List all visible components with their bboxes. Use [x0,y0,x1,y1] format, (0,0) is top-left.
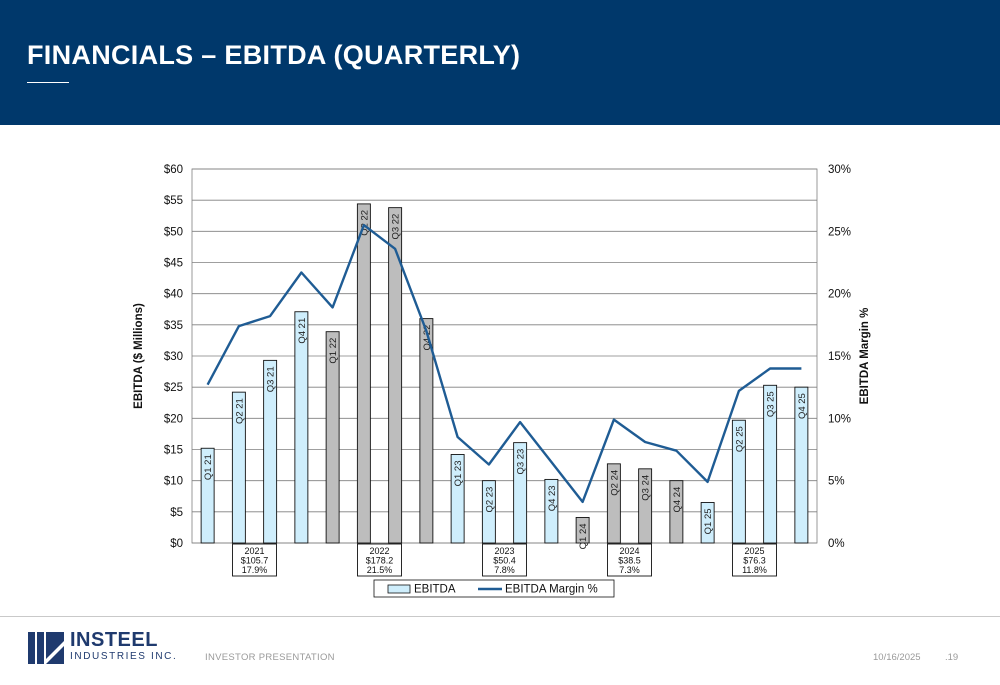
year-summary-text: 21.5% [367,565,393,575]
year-summary-text: $178.2 [366,556,394,566]
bar-category-label: Q1 25 [703,508,714,534]
bar-category-label: Q2 22 [359,210,370,236]
logo-subtitle: INDUSTRIES INC. [70,651,178,662]
footer-label: INVESTOR PRESENTATION [205,652,335,663]
y2-tick-label: 0% [828,538,845,550]
bar-category-label: Q3 22 [391,214,402,240]
bar-category-label: Q4 25 [797,393,808,419]
bar-category-label: Q2 25 [734,426,745,452]
year-summary-text: $38.5 [618,556,641,566]
y-tick-label: $60 [164,164,183,176]
y-tick-label: $40 [164,289,183,301]
y2-axis-title: EBITDA Margin % [859,308,871,405]
y-tick-label: $20 [164,413,183,425]
y-tick-label: $15 [164,445,183,457]
y-tick-label: $25 [164,382,183,394]
bar-category-label: Q1 24 [578,523,589,549]
y-tick-label: $10 [164,476,183,488]
year-summary-text: $76.3 [743,556,766,566]
ebitda-bar [544,478,559,544]
year-summary-text: 7.8% [494,565,515,575]
y-tick-label: $50 [164,226,183,238]
ebitda-bar [763,384,778,544]
bar-category-label: Q3 23 [516,449,527,475]
footer-divider [0,616,1000,617]
plot-frame [191,168,818,544]
y-tick-label: $5 [170,507,183,519]
year-summary-text: 2022 [369,546,389,556]
ebitda-bar [294,311,309,544]
y2-tick-label: 10% [828,413,851,425]
footer-date: 10/16/2025 [873,652,921,663]
y2-tick-label: 25% [828,226,851,238]
bar-category-label: Q2 23 [484,487,495,513]
year-summary-text: 2024 [619,546,639,556]
header-banner: FINANCIALS – EBITDA (QUARTERLY) [0,0,1000,125]
ebitda-bar [356,203,371,544]
year-summary-box [732,543,777,577]
y2-tick-label: 20% [828,289,851,301]
y-tick-label: $0 [170,538,183,550]
page-title: FINANCIALS – EBITDA (QUARTERLY) [27,40,521,70]
year-summary-text: 2021 [244,546,264,556]
ebitda-bar [450,454,465,544]
ebitda-bar [638,468,653,544]
year-summary-text: 2023 [494,546,514,556]
year-summary-text: 2025 [744,546,764,556]
ebitda-chart: $0 $5 $10 $15 $20 $25 $30 $35 $40 $45 $50 $55 $60 0% 5… [133,164,871,598]
y2-tick-label: 5% [828,476,845,488]
year-summary-box [482,543,527,577]
bar-category-label: Q1 22 [328,338,339,364]
year-summary-text: 7.3% [619,565,640,575]
y-tick-label: $55 [164,195,183,207]
ebitda-bar [419,318,434,544]
ebitda-bar [669,480,684,544]
year-summary-text: $50.4 [493,556,516,566]
ebitda-bar [731,419,746,544]
bar-category-label: Q1 23 [453,460,464,486]
page-number: .19 [945,652,959,663]
margin-line-series [206,223,802,504]
ebitda-bar [794,386,809,544]
bar-category-label: Q4 24 [672,487,683,513]
bar-category-label: Q3 25 [766,391,777,417]
year-summary-text: 11.8% [742,565,767,575]
ebitda-bar [575,516,590,544]
logo-mark-icon [28,632,64,664]
logo-wordmark: INSTEEL [70,629,158,651]
legend-label: EBITDA [414,584,456,596]
bar-category-label: Q1 21 [203,454,214,480]
bar-category-label: Q2 21 [234,398,245,424]
ebitda-bar [325,331,340,544]
ebitda-bar [231,391,246,544]
y2-tick-label: 15% [828,351,851,363]
y2-tick-label: 30% [828,164,851,176]
ebitda-bar [513,442,528,544]
ebitda-bar [606,463,621,544]
company-logo: INSTEEL INDUSTRIES INC. [28,630,198,666]
bar-category-label: Q4 23 [547,485,558,511]
legend-swatch-bar [387,584,411,594]
ebitda-bar [700,502,715,544]
year-summary-text: 17.9% [242,565,268,575]
y-tick-label: $35 [164,320,183,332]
year-summary-box [232,543,277,577]
bar-category-label: Q2 24 [609,470,620,496]
year-summary-box [607,543,652,577]
y-tick-label: $45 [164,258,183,270]
title-underline [27,82,69,83]
year-summary-box [357,543,402,577]
y-axis-title: EBITDA ($ Millions) [133,303,145,409]
year-summary-text: $105.7 [241,556,269,566]
bar-category-label: Q3 24 [641,475,652,501]
ebitda-bar [481,480,496,544]
ebitda-bar [388,207,403,544]
bar-category-label: Q4 21 [297,318,308,344]
y-tick-label: $30 [164,351,183,363]
legend-label: EBITDA Margin % [505,584,598,596]
bar-category-label: Q3 21 [266,366,277,392]
ebitda-bar [200,447,215,544]
ebitda-bar [263,359,278,544]
